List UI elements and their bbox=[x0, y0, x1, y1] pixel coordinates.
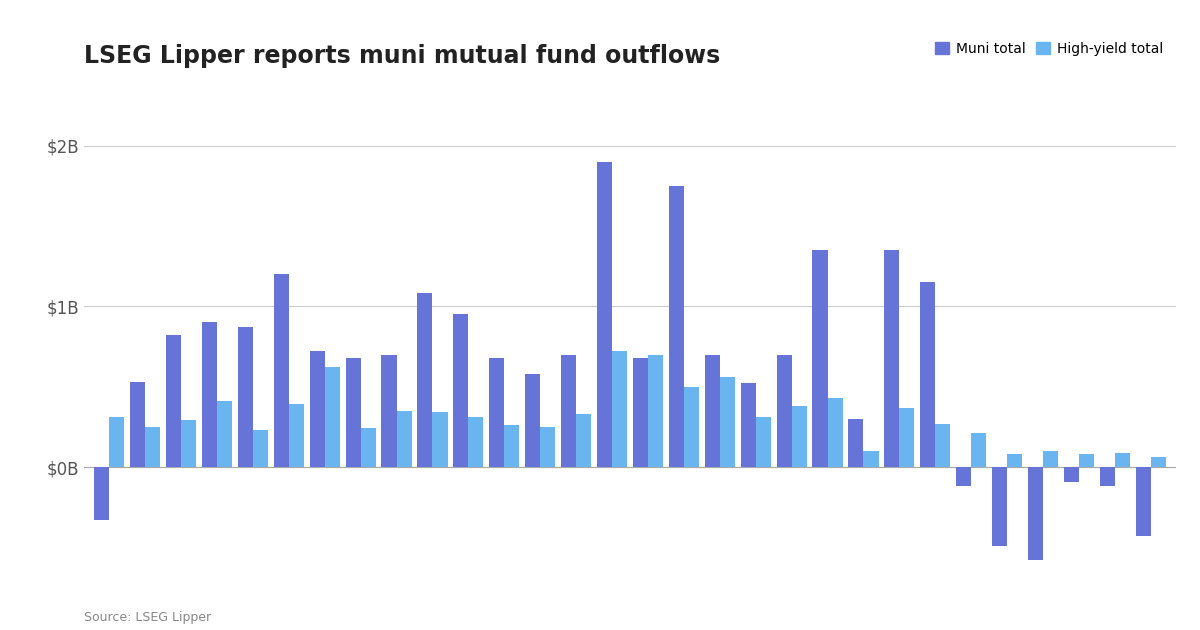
Bar bbox=[720, 377, 734, 467]
Bar bbox=[612, 352, 628, 467]
Bar bbox=[382, 355, 396, 467]
Bar bbox=[540, 427, 556, 467]
Bar bbox=[684, 387, 698, 467]
Bar bbox=[648, 355, 664, 467]
Bar bbox=[1079, 454, 1094, 467]
Bar bbox=[776, 355, 792, 467]
Bar bbox=[325, 367, 340, 467]
Bar bbox=[432, 413, 448, 467]
Bar bbox=[490, 358, 504, 467]
Bar bbox=[956, 467, 971, 486]
Bar bbox=[130, 382, 145, 467]
Bar bbox=[1064, 467, 1079, 481]
Bar bbox=[418, 294, 432, 467]
Bar bbox=[310, 352, 325, 467]
Bar bbox=[884, 250, 900, 467]
Bar bbox=[217, 401, 232, 467]
Bar bbox=[576, 414, 592, 467]
Bar bbox=[181, 420, 196, 467]
Bar bbox=[166, 335, 181, 467]
Bar bbox=[596, 162, 612, 467]
Bar bbox=[360, 428, 376, 467]
Text: Source: LSEG Lipper: Source: LSEG Lipper bbox=[84, 610, 211, 624]
Bar bbox=[740, 384, 756, 467]
Bar bbox=[935, 423, 950, 467]
Bar bbox=[526, 374, 540, 467]
Bar bbox=[971, 433, 986, 467]
Bar bbox=[346, 358, 360, 467]
Bar bbox=[274, 274, 289, 467]
Bar bbox=[756, 417, 770, 467]
Bar bbox=[253, 430, 268, 467]
Bar bbox=[396, 411, 412, 467]
Bar bbox=[1135, 467, 1151, 536]
Bar bbox=[1151, 457, 1166, 467]
Text: LSEG Lipper reports muni mutual fund outflows: LSEG Lipper reports muni mutual fund out… bbox=[84, 44, 720, 68]
Bar bbox=[1115, 452, 1130, 467]
Bar bbox=[289, 404, 304, 467]
Bar bbox=[992, 467, 1007, 546]
Bar bbox=[109, 417, 125, 467]
Bar bbox=[632, 358, 648, 467]
Bar bbox=[94, 467, 109, 520]
Bar bbox=[562, 355, 576, 467]
Legend: Muni total, High-yield total: Muni total, High-yield total bbox=[929, 37, 1169, 62]
Bar bbox=[920, 282, 935, 467]
Bar bbox=[668, 186, 684, 467]
Bar bbox=[828, 398, 842, 467]
Bar bbox=[1007, 454, 1022, 467]
Bar bbox=[454, 314, 468, 467]
Bar bbox=[202, 323, 217, 467]
Bar bbox=[864, 451, 878, 467]
Bar bbox=[145, 427, 160, 467]
Bar bbox=[848, 419, 864, 467]
Bar bbox=[504, 425, 520, 467]
Bar bbox=[1028, 467, 1043, 560]
Bar bbox=[1043, 451, 1058, 467]
Bar bbox=[704, 355, 720, 467]
Bar bbox=[900, 408, 914, 467]
Bar bbox=[468, 417, 484, 467]
Bar bbox=[812, 250, 828, 467]
Bar bbox=[1100, 467, 1115, 486]
Bar bbox=[792, 406, 806, 467]
Bar bbox=[238, 327, 253, 467]
